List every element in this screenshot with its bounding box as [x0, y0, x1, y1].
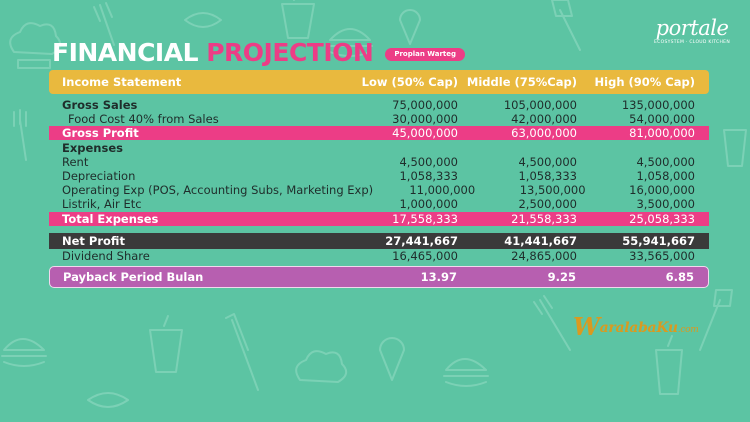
cell-low: 30,000,000: [392, 112, 458, 126]
cell-high: 25,058,333: [629, 212, 695, 226]
cell-high: 33,565,000: [629, 249, 695, 263]
row-label: Rent: [62, 155, 89, 169]
header-high: High (90% Cap): [577, 75, 709, 89]
cell-low: 1,000,000: [399, 197, 458, 211]
header-income-statement: Income Statement: [62, 75, 182, 89]
cell-low: 16,465,000: [392, 249, 458, 263]
brand-tagline: ECOSYSTEM · CLOUD KITCHEN: [654, 40, 730, 45]
header-middle: Middle (75%Cap): [458, 75, 577, 89]
row-label: Payback Period Bulan: [63, 270, 204, 284]
table-row: Depreciation 1,058,333 1,058,333 1,058,0…: [49, 169, 709, 183]
knife-icon: [225, 313, 259, 391]
table-row: Food Cost 40% from Sales 30,000,000 42,0…: [49, 112, 709, 126]
brand-logo: portale ECOSYSTEM · CLOUD KITCHEN: [654, 16, 730, 46]
cell-middle: 24,865,000: [511, 249, 577, 263]
header-middle-rest: (75%Cap): [510, 75, 577, 89]
cell-high: 135,000,000: [621, 98, 695, 112]
cell-middle: 21,558,333: [511, 212, 577, 226]
cell-high: 6.85: [665, 270, 694, 284]
row-label: Gross Sales: [62, 98, 138, 112]
row-label: Expenses: [62, 141, 123, 155]
page-title: FINANCIAL PROJECTION: [52, 37, 374, 67]
cell-middle: 4,500,000: [518, 155, 577, 169]
spatula-icon: [699, 289, 733, 351]
table-row: Rent 4,500,000 4,500,000 4,500,000: [49, 155, 709, 169]
cell-low: 17,558,333: [392, 212, 458, 226]
table-row-total-expenses: Total Expenses 17,558,333 21,558,333 25,…: [49, 212, 709, 226]
watermark-initial: W: [573, 312, 600, 341]
cup-icon: [281, 0, 315, 39]
row-label: Dividend Share: [62, 249, 150, 263]
table-row: Operating Exp (POS, Accounting Subs, Mar…: [49, 183, 709, 197]
watermark-ku: Ku: [656, 320, 678, 336]
header-low-rest: (50% Cap): [387, 75, 458, 89]
cell-low: 11,000,000: [409, 183, 476, 197]
table-header-row: Income Statement Low (50% Cap) Middle (7…: [49, 70, 709, 94]
row-label: Total Expenses: [62, 212, 159, 226]
cell-middle: 41,441,667: [504, 234, 577, 248]
header-high-rest: (90% Cap): [624, 75, 695, 89]
table-row-gross-profit: Gross Profit 45,000,000 63,000,000 81,00…: [49, 126, 709, 140]
row-label: Food Cost 40% from Sales: [68, 112, 219, 126]
ice-cream-icon: [379, 337, 405, 381]
table-row: Dividend Share 16,465,000 24,865,000 33,…: [49, 249, 709, 263]
title-word-projection: PROJECTION: [206, 37, 374, 67]
hotdog-icon: [87, 392, 129, 408]
chef-hat-icon: [295, 350, 348, 383]
cell-high: 54,000,000: [629, 112, 695, 126]
title-word-financial: FINANCIAL: [52, 37, 199, 67]
cell-high: 55,941,667: [622, 234, 695, 248]
burger-icon: [1, 338, 47, 367]
row-label: Listrik, Air Etc: [62, 197, 142, 211]
cell-middle: 63,000,000: [511, 126, 577, 140]
header-low-bold: Low: [361, 75, 388, 89]
row-label: Depreciation: [62, 169, 136, 183]
row-label: Gross Profit: [62, 126, 139, 140]
watermark-text: aralaba: [599, 320, 657, 336]
header-middle-bold: Middle: [466, 75, 511, 89]
cup-icon: [149, 315, 183, 373]
cell-low: 4,500,000: [399, 155, 458, 169]
cell-low: 1,058,333: [399, 169, 458, 183]
cell-high: 1,058,000: [636, 169, 695, 183]
plan-badge: Proplan Warteg: [385, 47, 466, 61]
title-block: FINANCIAL PROJECTION Proplan Warteg: [52, 36, 466, 68]
table-row: Gross Sales 75,000,000 105,000,000 135,0…: [49, 98, 709, 112]
cell-low: 13.97: [420, 270, 457, 284]
spatula-icon: [551, 0, 581, 51]
waralabaku-watermark: WaralabaKu.com: [573, 312, 699, 341]
table-row-net-profit: Net Profit 27,441,667 41,441,667 55,941,…: [49, 233, 709, 249]
cup-icon: [655, 335, 683, 395]
cell-middle: 105,000,000: [503, 98, 577, 112]
cell-middle: 1,058,333: [518, 169, 577, 183]
row-label: Net Profit: [62, 234, 125, 248]
cell-high: 4,500,000: [636, 155, 695, 169]
table-row: Listrik, Air Etc 1,000,000 2,500,000 3,5…: [49, 197, 709, 211]
cell-low: 45,000,000: [392, 126, 458, 140]
fork-icon: [13, 109, 27, 161]
cell-low: 75,000,000: [392, 98, 458, 112]
watermark-domain: .com: [677, 325, 699, 335]
cell-middle: 42,000,000: [511, 112, 577, 126]
fork-icon: [533, 295, 571, 351]
row-label: Operating Exp (POS, Accounting Subs, Mar…: [62, 183, 374, 197]
hotdog-icon: [184, 12, 222, 28]
cell-middle: 13,500,000: [519, 183, 586, 197]
cell-middle: 2,500,000: [518, 197, 577, 211]
burger-icon: [443, 358, 489, 387]
brand-logo-text: portale: [655, 16, 729, 40]
cell-high: 16,000,000: [629, 183, 696, 197]
cell-low: 27,441,667: [385, 234, 458, 248]
table-row: Expenses: [49, 141, 709, 155]
cell-middle: 9.25: [547, 270, 576, 284]
header-high-bold: High: [594, 75, 625, 89]
cell-high: 3,500,000: [636, 197, 695, 211]
table-row-payback-period: Payback Period Bulan 13.97 9.25 6.85: [49, 266, 709, 288]
cell-high: 81,000,000: [629, 126, 695, 140]
header-low: Low (50% Cap): [348, 75, 458, 89]
cup-icon: [723, 129, 747, 167]
